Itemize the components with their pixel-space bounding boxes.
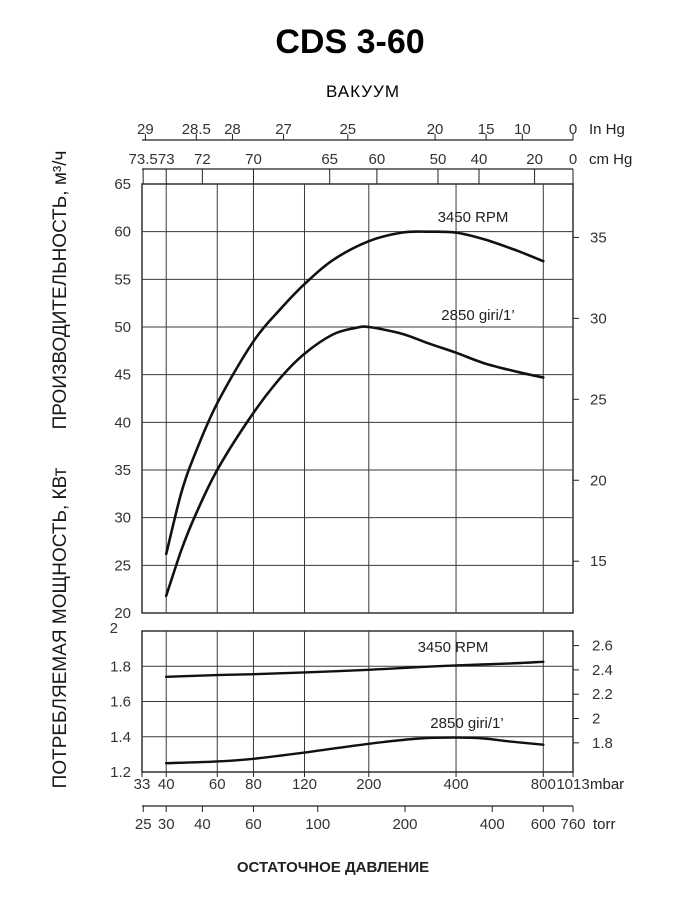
mbar-tick-label: 40 — [158, 776, 175, 793]
power-y-label: ПОТРЕБЛЯЕМАЯ МОЩНОСТЬ, КВт — [50, 467, 71, 788]
mbar-tick-label: 200 — [356, 776, 381, 793]
capacity-right-tick-label: 25 — [590, 391, 607, 408]
mbar-tick-label: 120 — [292, 776, 317, 793]
cmhg-tick-label: 65 — [321, 151, 338, 168]
cmhg-unit: cm Hg — [589, 151, 632, 168]
inhg-tick-label: 0 — [569, 121, 577, 138]
capacity-y-tick-label: 55 — [114, 271, 131, 288]
torr-tick-label: 40 — [194, 816, 211, 833]
cmhg-tick-label: 70 — [245, 151, 262, 168]
power-y-tick-label: 2 — [110, 620, 118, 637]
power-y-tick-label: 1.6 — [110, 694, 131, 711]
mbar-tick-label: 400 — [444, 776, 469, 793]
inhg-tick-label: 25 — [339, 121, 356, 138]
capacity-y-tick-label: 45 — [114, 367, 131, 384]
capacity-curve-0 — [164, 230, 545, 556]
capacity-y-tick-label: 25 — [114, 557, 131, 574]
power-series-label: 3450 RPM — [418, 639, 489, 656]
capacity-y-label: ПРОИЗВОДИТЕЛЬНОСТЬ, м³/ч — [50, 151, 71, 430]
mbar-tick-label: 80 — [245, 776, 262, 793]
torr-tick-label: 400 — [480, 816, 505, 833]
capacity-plot-frame — [141, 183, 574, 614]
torr-tick-label: 200 — [392, 816, 417, 833]
chart-marks: 2025303540455055606515202530351.21.41.61… — [110, 121, 633, 833]
power-y-tick-label: 1.4 — [110, 729, 131, 746]
capacity-y-tick-label: 40 — [114, 414, 131, 431]
capacity-right-tick-label: 20 — [590, 472, 607, 489]
power-curve-1 — [165, 736, 545, 765]
cmhg-tick-label: 60 — [369, 151, 386, 168]
mbar-tick-label: 800 — [531, 776, 556, 793]
capacity-series-label: 2850 giri/1’ — [441, 307, 514, 324]
cmhg-tick-label: 73 — [158, 151, 175, 168]
capacity-y-tick-label: 50 — [114, 319, 131, 336]
capacity-curve-1 — [164, 325, 545, 598]
mbar-unit: mbar — [590, 776, 624, 793]
capacity-y-tick-label: 30 — [114, 510, 131, 527]
power-right-tick-label: 2.6 — [592, 638, 613, 655]
power-curve-0 — [165, 660, 545, 678]
cmhg-tick-label: 73.5 — [129, 151, 158, 168]
capacity-y-tick-label: 20 — [114, 605, 131, 622]
mbar-tick-label: 60 — [209, 776, 226, 793]
torr-tick-label: 30 — [158, 816, 175, 833]
power-right-tick-label: 2.4 — [592, 662, 613, 679]
power-y-tick-label: 1.2 — [110, 764, 131, 781]
power-right-tick-label: 2 — [592, 711, 600, 728]
mbar-tick-label: 1013 — [556, 776, 589, 793]
inhg-tick-label: 28.5 — [182, 121, 211, 138]
torr-tick-label: 100 — [305, 816, 330, 833]
x-axis-title: ОСТАТОЧНОЕ ДАВЛЕНИЕ — [237, 859, 429, 876]
inhg-tick-label: 15 — [478, 121, 495, 138]
cmhg-tick-label: 0 — [569, 151, 577, 168]
torr-tick-label: 600 — [531, 816, 556, 833]
cmhg-tick-label: 20 — [526, 151, 543, 168]
capacity-right-tick-label: 15 — [590, 553, 607, 570]
power-right-tick-label: 2.2 — [592, 686, 613, 703]
inhg-tick-label: 28 — [224, 121, 241, 138]
inhg-tick-label: 10 — [514, 121, 531, 138]
top-axis-title: ВАКУУМ — [326, 82, 400, 101]
cmhg-tick-label: 72 — [194, 151, 211, 168]
inhg-tick-label: 29 — [137, 121, 154, 138]
capacity-y-tick-label: 65 — [114, 176, 131, 193]
power-y-tick-label: 1.8 — [110, 658, 131, 675]
torr-tick-label: 760 — [561, 816, 586, 833]
cmhg-tick-label: 40 — [471, 151, 488, 168]
capacity-series-label: 3450 RPM — [438, 209, 509, 226]
torr-unit: torr — [593, 816, 616, 833]
inhg-tick-label: 20 — [427, 121, 444, 138]
chart-title: CDS 3-60 — [275, 23, 424, 61]
torr-tick-label: 60 — [245, 816, 262, 833]
cmhg-tick-label: 50 — [430, 151, 447, 168]
inhg-tick-label: 27 — [275, 121, 292, 138]
torr-tick-label: 25 — [135, 816, 152, 833]
capacity-right-tick-label: 35 — [590, 229, 607, 246]
mbar-tick-label: 33 — [134, 776, 151, 793]
capacity-y-tick-label: 35 — [114, 462, 131, 479]
inhg-unit: In Hg — [589, 121, 625, 138]
power-series-label: 2850 giri/1’ — [430, 715, 503, 732]
capacity-y-tick-label: 60 — [114, 224, 131, 241]
capacity-right-tick-label: 30 — [590, 310, 607, 327]
power-right-tick-label: 1.8 — [592, 735, 613, 752]
